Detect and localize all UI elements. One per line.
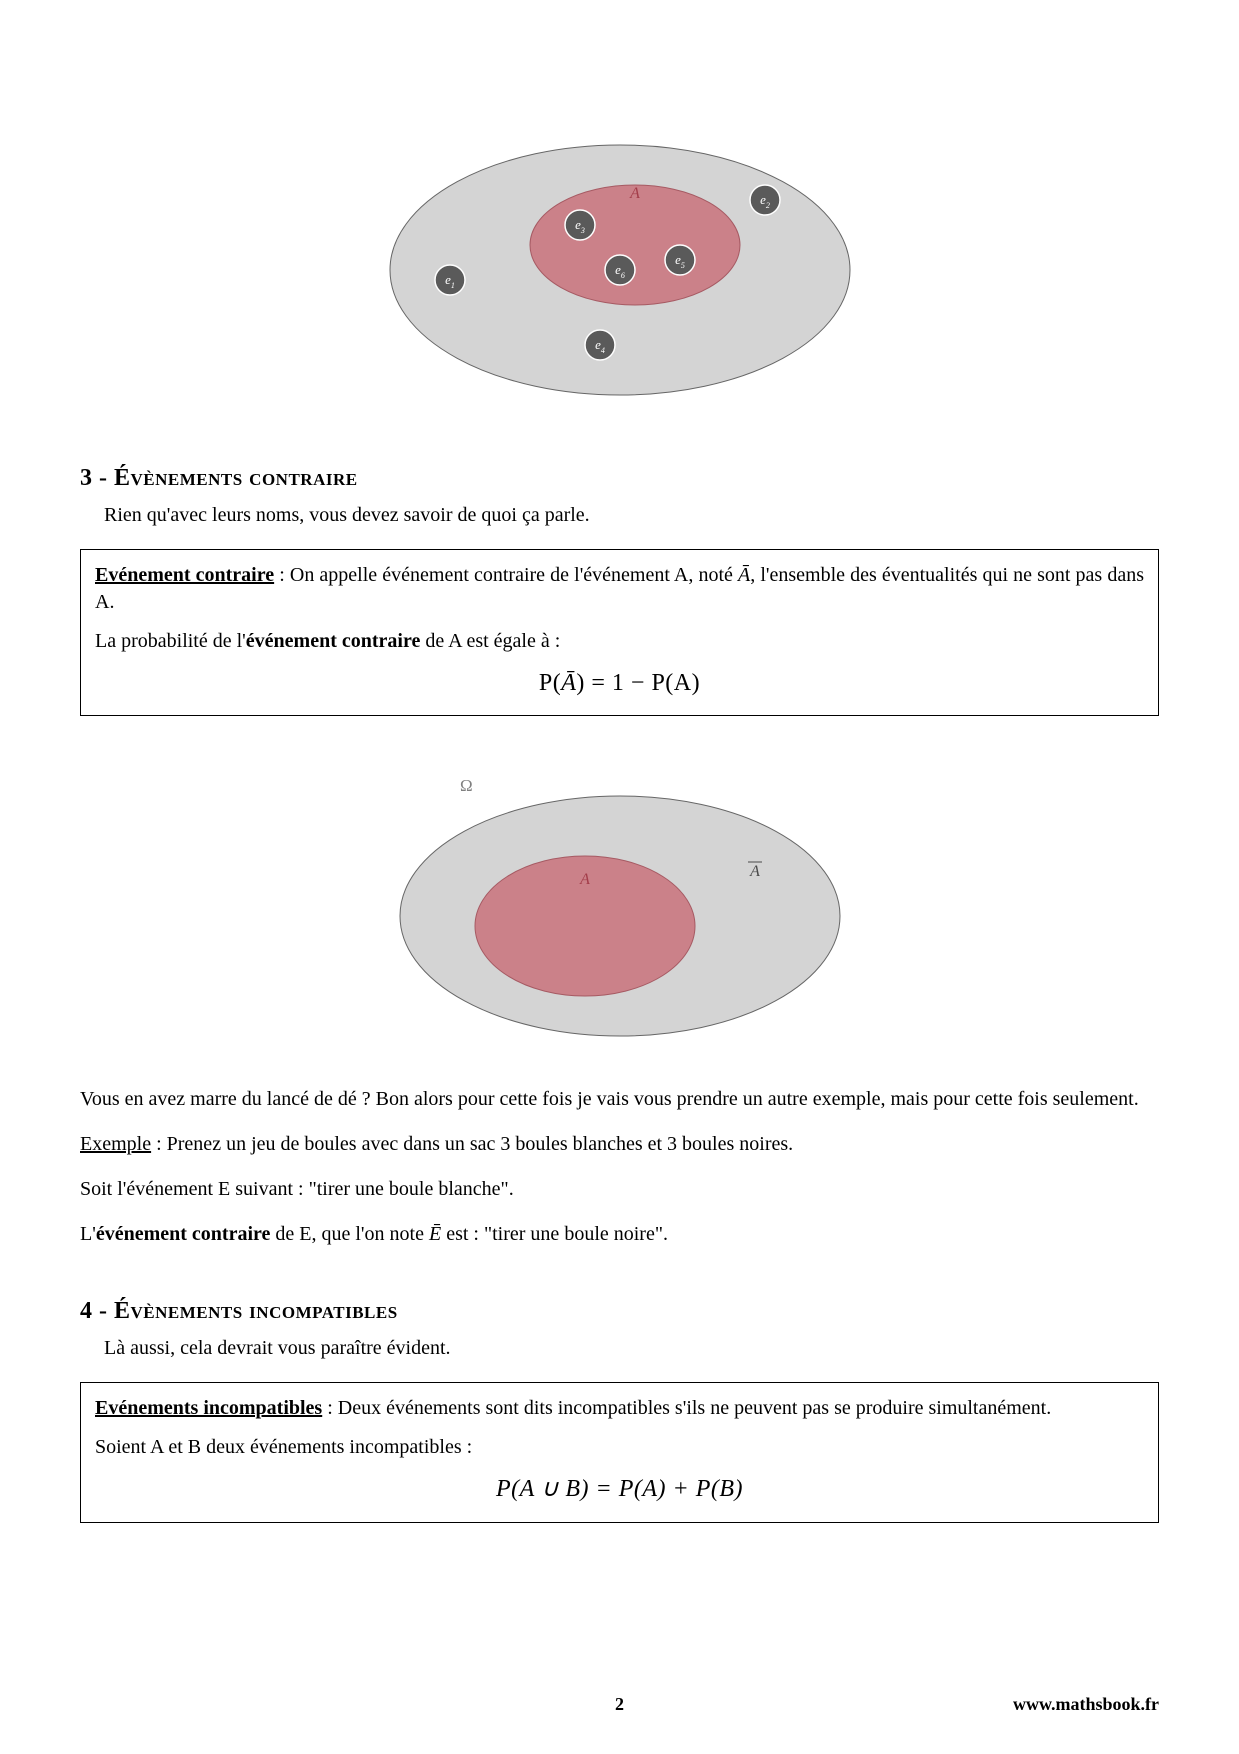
formula-incomp-text: P(A ∪ B) = P(A) + P(B) [496,1476,743,1502]
formula-left: P( [539,670,561,696]
formula-incomp: P(A ∪ B) = P(A) + P(B) [95,1473,1144,1505]
body-p4-a: L' [80,1223,96,1245]
svg-text:A: A [749,863,760,880]
section-3-intro: Rien qu'avec leurs noms, vous devez savo… [104,504,1159,527]
definition-contraire-text: Evénement contraire : On appelle événeme… [95,562,1144,616]
def-title-contraire: Evénement contraire [95,564,274,586]
body-p3: Soit l'événement E suivant : "tirer une … [80,1176,1159,1203]
body-p2: Exemple : Prenez un jeu de boules avec d… [80,1131,1159,1158]
section-3-heading: 3 - Évènements contraire [80,465,1159,492]
formula-abar: Ā [561,670,576,696]
diagram-2-container: Ω A A [80,766,1159,1051]
diagram-1-container: Ae1e2e3e4e5e6 [80,120,1159,425]
svg-text:Ω: Ω [460,776,473,795]
body-p1: Vous en avez marre du lancé de dé ? Bon … [80,1086,1159,1113]
example-label: Exemple [80,1133,151,1155]
body-p4-b: événement contraire [96,1223,271,1245]
svg-text:A: A [579,871,590,888]
body-p4: L'événement contraire de E, que l'on not… [80,1221,1159,1248]
def-title-incomp: Evénements incompatibles [95,1397,322,1419]
section-4-intro: Là aussi, cela devrait vous paraître évi… [104,1337,1159,1360]
footer-site: www.mathsbook.fr [1013,1694,1159,1715]
svg-text:A: A [629,185,640,202]
prob-line: La probabilité de l'événement contraire … [95,628,1144,655]
body-p4-ebar: Ē [429,1223,441,1245]
body-p4-c: de E, que l'on note [270,1223,429,1245]
body-p2-rest: : Prenez un jeu de boules avec dans un s… [151,1133,793,1155]
formula-contraire: P(Ā) = 1 − P(A) [95,667,1144,699]
body-p4-d: est : "tirer une boule noire". [441,1223,668,1245]
page-root: Ae1e2e3e4e5e6 3 - Évènements contraire R… [0,0,1239,1754]
page-number: 2 [615,1694,624,1715]
def-body-before: : On appelle événement contraire de l'év… [274,564,738,586]
formula-mid: ) = 1 − P(A) [576,670,700,696]
def-body-incomp: : Deux événements sont dits incompatible… [322,1397,1051,1419]
prob-line-b: événement contraire [246,630,421,652]
def-abar: Ā [738,564,750,586]
definition-box-contraire: Evénement contraire : On appelle événeme… [80,549,1159,716]
definition-box-incompatibles: Evénements incompatibles : Deux événemen… [80,1382,1159,1522]
prob-line-c: de A est égale à : [420,630,560,652]
incomp-line2: Soient A et B deux événements incompatib… [95,1434,1144,1461]
diagram-2-svg: Ω A A [370,766,870,1046]
section-4-heading: 4 - Évènements incompatibles [80,1298,1159,1325]
diagram-1-svg: Ae1e2e3e4e5e6 [355,120,885,420]
definition-incomp-text: Evénements incompatibles : Deux événemen… [95,1395,1144,1422]
prob-line-a: La probabilité de l' [95,630,246,652]
